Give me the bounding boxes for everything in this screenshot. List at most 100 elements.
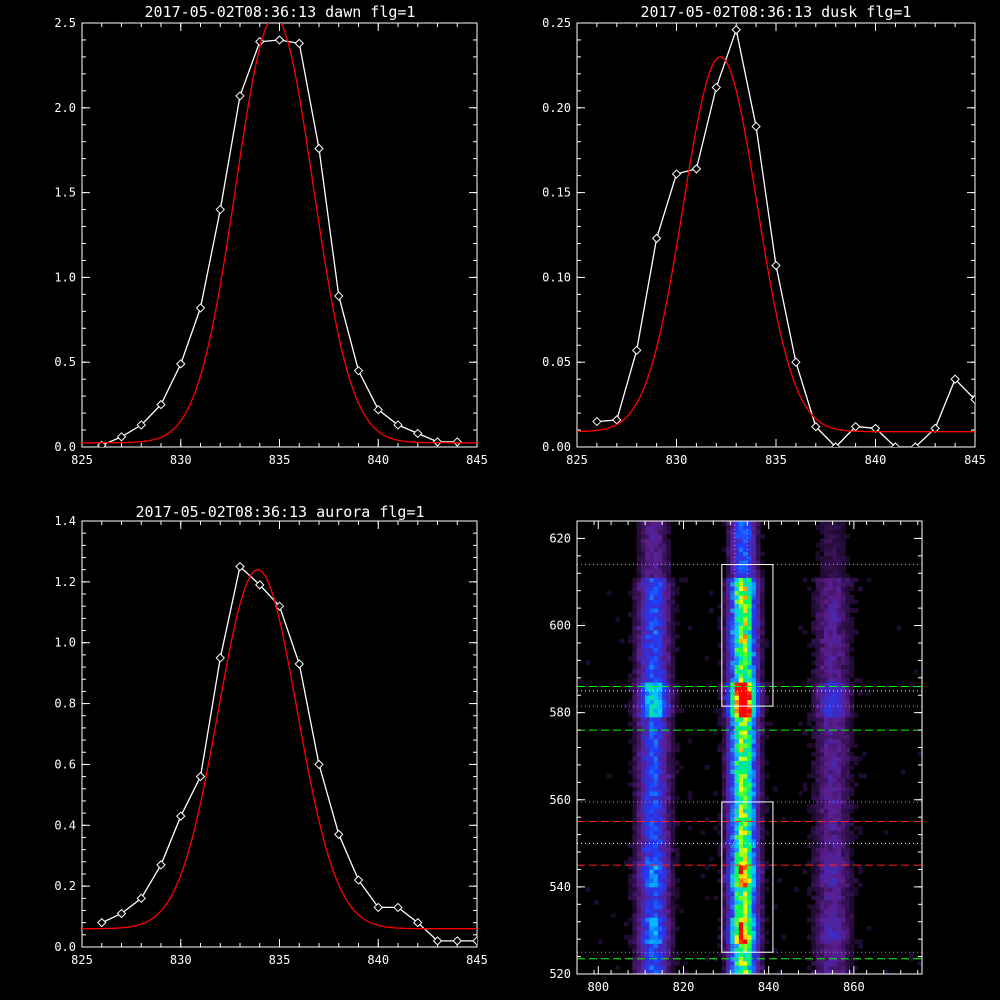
heatmap-cell — [640, 529, 646, 535]
heatmap-cell — [662, 612, 667, 618]
data-point — [353, 875, 364, 885]
heatmap-cell — [811, 599, 816, 605]
heatmap-cell — [670, 908, 676, 914]
heatmap-cell — [649, 838, 655, 844]
data-point — [751, 121, 761, 132]
heatmap-cell — [828, 891, 833, 896]
heatmap-cell — [734, 904, 740, 910]
data-point — [791, 357, 801, 367]
heatmap-cell — [738, 917, 744, 923]
heatmap-cell — [845, 921, 850, 927]
heatmap-cell — [632, 638, 638, 644]
heatmap-cell — [849, 730, 855, 735]
heatmap-cell — [845, 573, 850, 579]
heatmap-cell — [730, 577, 735, 583]
heatmap-cell — [734, 882, 740, 888]
heatmap-cell — [747, 777, 753, 783]
heatmap-cell — [828, 799, 833, 805]
heatmap-cell — [640, 551, 646, 557]
heatmap-cell — [632, 690, 638, 696]
heatmap-cell — [747, 625, 753, 631]
heatmap-cell — [751, 873, 757, 879]
heatmap-cell — [832, 682, 838, 687]
heatmap-cell — [632, 760, 638, 766]
heatmap-cell — [730, 751, 735, 757]
heatmap-cell — [760, 625, 765, 631]
heatmap-cell — [811, 947, 816, 953]
heatmap-cell — [755, 760, 761, 766]
heatmap-cell — [841, 921, 846, 927]
heatmap-cell — [730, 647, 735, 653]
heatmap-cell — [662, 834, 667, 840]
heatmap-cell — [755, 817, 761, 822]
heatmap-cell — [738, 865, 744, 870]
heatmap-cell — [649, 913, 655, 918]
heatmap-cell — [657, 725, 663, 731]
heatmap-cell — [836, 773, 842, 779]
heatmap-cell — [666, 717, 672, 722]
heatmap-cell — [649, 738, 655, 744]
heatmap-cell — [819, 756, 825, 761]
heatmap-cell — [653, 865, 659, 870]
heatmap-cell — [674, 904, 680, 910]
heatmap-cell — [653, 843, 659, 849]
heatmap-cell — [815, 791, 821, 796]
heatmap-cell — [726, 899, 731, 905]
heatmap-cell — [649, 943, 655, 949]
heatmap-cell — [649, 891, 655, 896]
heatmap-cell — [662, 799, 667, 805]
heatmap-cell — [845, 664, 850, 670]
heatmap-cell — [687, 795, 693, 801]
heatmap-cell — [755, 821, 761, 827]
heatmap-cell — [721, 838, 727, 844]
heatmap-cell — [653, 786, 659, 792]
heatmap-cell — [662, 555, 667, 561]
heatmap-cell — [819, 965, 825, 971]
heatmap-cell — [653, 690, 659, 696]
heatmap-cell — [747, 564, 753, 570]
heatmap-cell — [828, 555, 833, 561]
heatmap-cell — [747, 939, 753, 944]
heatmap-cell — [734, 555, 740, 561]
data-point — [393, 420, 403, 430]
heatmap-cell — [841, 656, 846, 661]
heatmap-cell — [662, 917, 667, 923]
heatmap-cell — [640, 703, 646, 709]
heatmap-cell — [645, 634, 650, 640]
heatmap-cell — [653, 642, 659, 648]
heatmap-cell — [764, 642, 770, 648]
heatmap-cell — [662, 969, 667, 975]
heatmap-cell — [649, 930, 655, 936]
heatmap-cell — [657, 595, 663, 600]
heatmap-cell — [764, 917, 770, 923]
heatmap-cell — [632, 930, 638, 936]
heatmap-cell — [721, 642, 727, 648]
heatmap-cell — [628, 634, 633, 640]
heatmap-cell — [811, 629, 816, 635]
heatmap-cell — [755, 608, 761, 613]
heatmap-cell — [828, 821, 833, 827]
heatmap-cell — [743, 529, 748, 535]
heatmap-cell — [670, 673, 676, 679]
heatmap-cell — [721, 621, 727, 626]
heatmap-cell — [649, 581, 655, 587]
heatmap-cell — [730, 721, 735, 727]
heatmap-cell — [721, 860, 727, 866]
heatmap-cell — [819, 777, 825, 783]
heatmap-cell — [640, 560, 646, 565]
heatmap-cell — [730, 847, 735, 853]
heatmap-cell — [751, 717, 757, 722]
heatmap-cell — [657, 734, 663, 740]
heatmap-cell — [836, 712, 842, 718]
heatmap-cell — [828, 669, 833, 674]
heatmap-cell — [657, 590, 663, 596]
heatmap-cell — [649, 830, 655, 836]
heatmap-cell — [815, 708, 821, 714]
heatmap-cell — [726, 616, 731, 622]
heatmap-cell — [811, 865, 816, 870]
heatmap-cell — [836, 795, 842, 801]
heatmap-cell — [734, 908, 740, 914]
heatmap-cell — [760, 786, 765, 792]
heatmap-cell — [734, 577, 740, 583]
